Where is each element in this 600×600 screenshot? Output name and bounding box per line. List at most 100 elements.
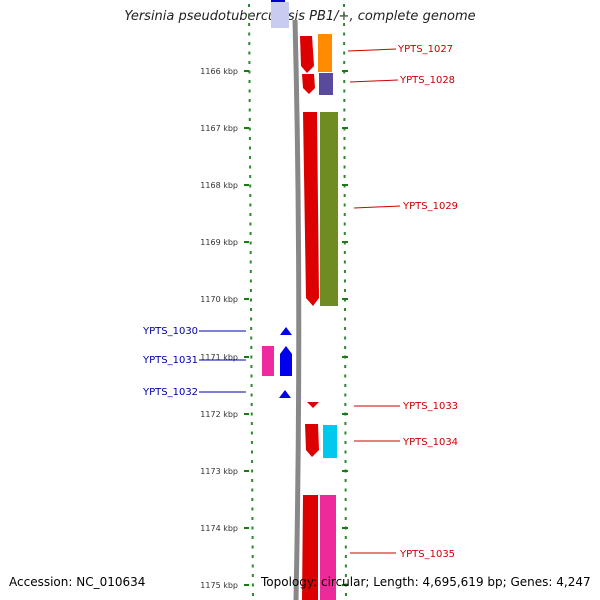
ruler-dot [248,127,251,131]
ruler-dot [250,441,253,444]
gene-arrow-YPTS_1030[interactable] [280,327,292,335]
genome-backbone [292,19,302,600]
ruler-tick-left [244,470,249,472]
ruler-dot [344,536,347,539]
gene-arrow-YPTS_1033[interactable] [307,402,319,408]
ruler-dot [248,70,251,74]
ruler-dot [251,526,254,530]
ruler-dot [248,108,251,112]
ruler-dot [343,108,346,112]
feature-top-blue [271,0,285,2]
ruler-dot [249,251,252,254]
ruler-tick-right [342,413,348,415]
gene-label-YPTS_1034[interactable]: YPTS_1034 [402,437,458,448]
cds-YPTS_1034[interactable] [323,425,337,458]
ruler-tick-left [244,413,249,415]
ruler-dot [343,175,346,178]
ruler-tick-right [342,70,348,72]
ruler-dot [343,4,346,7]
ruler-dot [249,270,252,273]
ruler-tick-left [244,241,249,243]
ruler-dot [343,61,346,64]
ruler-dot [251,593,254,596]
ruler-dot [344,555,347,558]
ruler-dot [343,137,346,140]
ruler-dot [343,80,346,83]
ruler-dot [344,498,347,501]
ruler-dot [249,279,252,283]
ruler-dot [250,422,253,425]
ruler-dot [250,336,253,340]
cds-YPTS_1035[interactable] [320,495,336,600]
ruler-tick-left [244,584,249,586]
ruler-dot [249,156,252,159]
ruler-dot [343,13,346,17]
gene-arrow-YPTS_1028[interactable] [302,74,315,94]
ruler-tick-label: 1174 kbp [200,524,238,533]
topology-text: Topology: circular; Length: 4,695,619 bp… [261,575,591,589]
ruler-tick-left [244,184,249,186]
ruler-tick-label: 1168 kbp [200,181,238,190]
ruler-dot [249,260,252,264]
ruler-dot [344,403,347,406]
ruler-dot [251,469,254,473]
ruler-dot [343,89,346,93]
gene-label-YPTS_1035[interactable]: YPTS_1035 [399,549,455,560]
ruler-dot [251,555,254,558]
ruler-dot [248,13,251,17]
ruler-dot [344,308,347,311]
gene-label-YPTS_1031[interactable]: YPTS_1031 [142,355,198,366]
ruler-dot [343,99,346,102]
gene-arrow-YPTS_1031[interactable] [280,346,292,376]
ruler-tick-label: 1167 kbp [200,124,238,133]
gene-label-YPTS_1030[interactable]: YPTS_1030 [142,326,198,337]
ruler-tick-right [342,527,348,529]
gene-arrow-YPTS_1027[interactable] [300,36,314,73]
gene-arrow-YPTS_1029[interactable] [303,112,319,306]
ruler-dot [250,327,253,330]
ruler-dot [344,450,347,454]
ruler-dot [251,536,254,539]
ruler-dot [248,23,251,26]
ruler-dot [343,118,346,121]
ruler-dot [251,460,254,463]
cds-YPTS_1028[interactable] [319,73,333,95]
gene-label-YPTS_1029[interactable]: YPTS_1029 [402,201,458,212]
ruler-dot [248,118,251,121]
cds-YPTS_1027[interactable] [318,34,332,72]
ruler-dot [249,213,252,216]
ruler-tick-right [342,127,348,129]
gene-label-YPTS_1032[interactable]: YPTS_1032 [142,387,198,398]
gene-label-YPTS_1027[interactable]: YPTS_1027 [397,44,453,55]
ruler-dot [249,241,252,245]
gene-arrow-YPTS_1035[interactable] [302,495,318,600]
gene-label-YPTS_1028[interactable]: YPTS_1028 [399,75,455,86]
gene-arrow-YPTS_1034[interactable] [305,424,319,457]
ruler-dot [343,222,346,226]
cds-YPTS_1029[interactable] [320,112,338,306]
ruler-ticks: 1166 kbp 1167 kbp 1168 kbp 1169 kbp 1170 kbp… [200,67,348,590]
leader-YPTS_1029 [353,205,401,209]
feature-YPTS_1031-pink[interactable] [262,346,274,376]
ruler-dot [251,450,254,454]
ruler-dot [344,545,347,549]
ruler-dot [344,336,347,340]
ruler-dot [250,346,253,349]
ruler-tick-label: 1166 kbp [200,67,238,76]
gene-label-YPTS_1033[interactable]: YPTS_1033 [402,401,458,412]
ruler-dot [249,175,252,178]
ruler-dot [343,213,346,216]
gene-arrow-YPTS_1032[interactable] [279,390,291,398]
feature-top-blue-shade [271,2,289,28]
ruler-dot [251,583,254,587]
ruler-dot [343,42,346,45]
ruler-dot [344,488,347,492]
ruler-dot [248,4,251,7]
genome-title: Yersinia pseudotuberculosis PB1/+, compl… [124,9,476,24]
ruler-dot [250,317,253,321]
ruler-dot [248,61,251,64]
ruler-dot [248,51,251,55]
ruler-dot [248,32,251,36]
ruler-dot [344,460,347,463]
ruler-dot [344,507,347,511]
